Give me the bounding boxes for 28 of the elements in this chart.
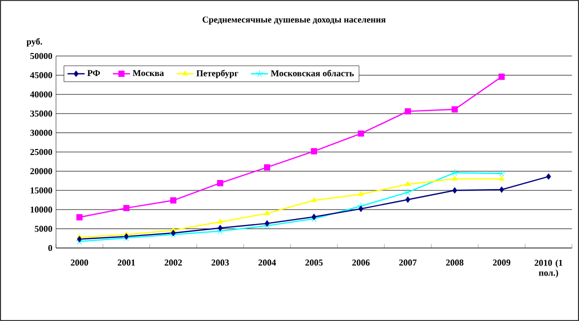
y-tick-label: 5000 (34, 226, 52, 232)
chart-title: Среднемесячные душевые доходы населения (202, 16, 386, 24)
x-tick-label: 2002 (164, 260, 182, 266)
y-axis-title: руб. (26, 38, 42, 46)
x-tick-label: 2010 (1 пол.) (534, 260, 562, 278)
x-tick-label: 2001 (118, 260, 135, 266)
y-tick-label: 45000 (30, 72, 52, 78)
y-tick-label: 50000 (30, 52, 52, 60)
legend-label: Москва (132, 70, 164, 76)
x-tick-label: 2005 (305, 260, 323, 266)
y-tick-label: 30000 (30, 130, 52, 136)
x-tick-label: 2004 (258, 260, 276, 266)
legend-label: РФ (87, 70, 100, 76)
x-tick-label: 2003 (212, 260, 229, 266)
y-tick-label: 35000 (30, 110, 52, 117)
y-tick-label: 20000 (30, 168, 52, 174)
x-tick-label: 2006 (352, 260, 370, 266)
y-tick-label: 10000 (30, 206, 52, 213)
y-tick-label: 15000 (30, 187, 52, 194)
x-tick-label: 2007 (399, 260, 417, 266)
x-tick-label: 2000 (70, 260, 88, 266)
y-tick-label: 0 (48, 244, 52, 252)
y-tick-label: 40000 (30, 91, 52, 98)
legend-label: Петербург (196, 70, 238, 78)
legend-label: Московская область (270, 70, 354, 76)
y-tick-label: 25000 (30, 148, 52, 156)
x-tick-label: 2008 (446, 260, 464, 266)
x-tick-label: 2009 (493, 260, 510, 266)
